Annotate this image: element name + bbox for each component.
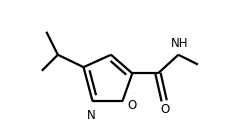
Text: O: O — [127, 99, 136, 112]
Text: NH: NH — [170, 37, 188, 50]
Text: N: N — [87, 109, 96, 122]
Text: O: O — [160, 103, 170, 116]
